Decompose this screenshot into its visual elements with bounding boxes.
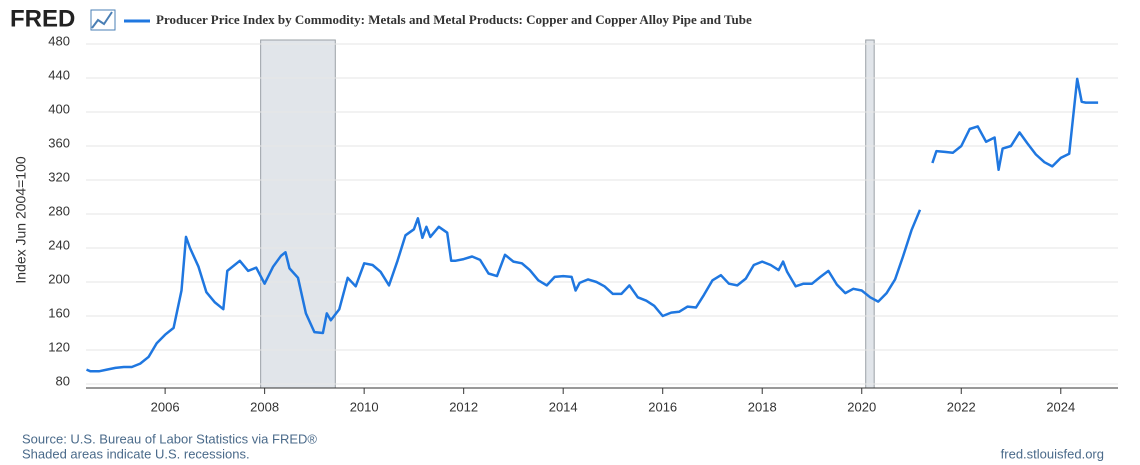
x-tick-label: 2006 [151,399,180,414]
y-tick-label: 240 [48,237,70,252]
y-tick-label: 200 [48,271,70,286]
x-tick-label: 2016 [648,399,677,414]
x-tick-label: 2018 [748,399,777,414]
y-tick-label: 320 [48,169,70,184]
logo-icon [91,11,113,29]
y-tick-label: 480 [48,33,70,48]
note: Shaded areas indicate U.S. recessions. [22,446,250,461]
y-tick-label: 400 [48,101,70,116]
url: fred.stlouisfed.org [1001,446,1104,461]
y-tick-label: 280 [48,203,70,218]
logo-icon-frame [90,9,116,31]
y-axis-label: Index Jun 2004=100 [13,156,29,283]
x-tick-label: 2020 [847,399,876,414]
x-tick-label: 2012 [449,399,478,414]
y-tick-label: 120 [48,339,70,354]
x-tick-label: 2022 [947,399,976,414]
y-tick-label: 160 [48,305,70,320]
logo: FRED [10,5,75,32]
x-tick-label: 2014 [549,399,578,414]
y-tick-label: 440 [48,67,70,82]
source: Source: U.S. Bureau of Labor Statistics … [22,431,317,446]
legend-label: Producer Price Index by Commodity: Metal… [156,12,752,27]
x-tick-label: 2008 [250,399,279,414]
x-tick-label: 2010 [350,399,379,414]
y-tick-label: 80 [56,373,70,388]
x-tick-label: 2024 [1046,399,1075,414]
series-line [86,77,1099,373]
y-tick-label: 360 [48,135,70,150]
